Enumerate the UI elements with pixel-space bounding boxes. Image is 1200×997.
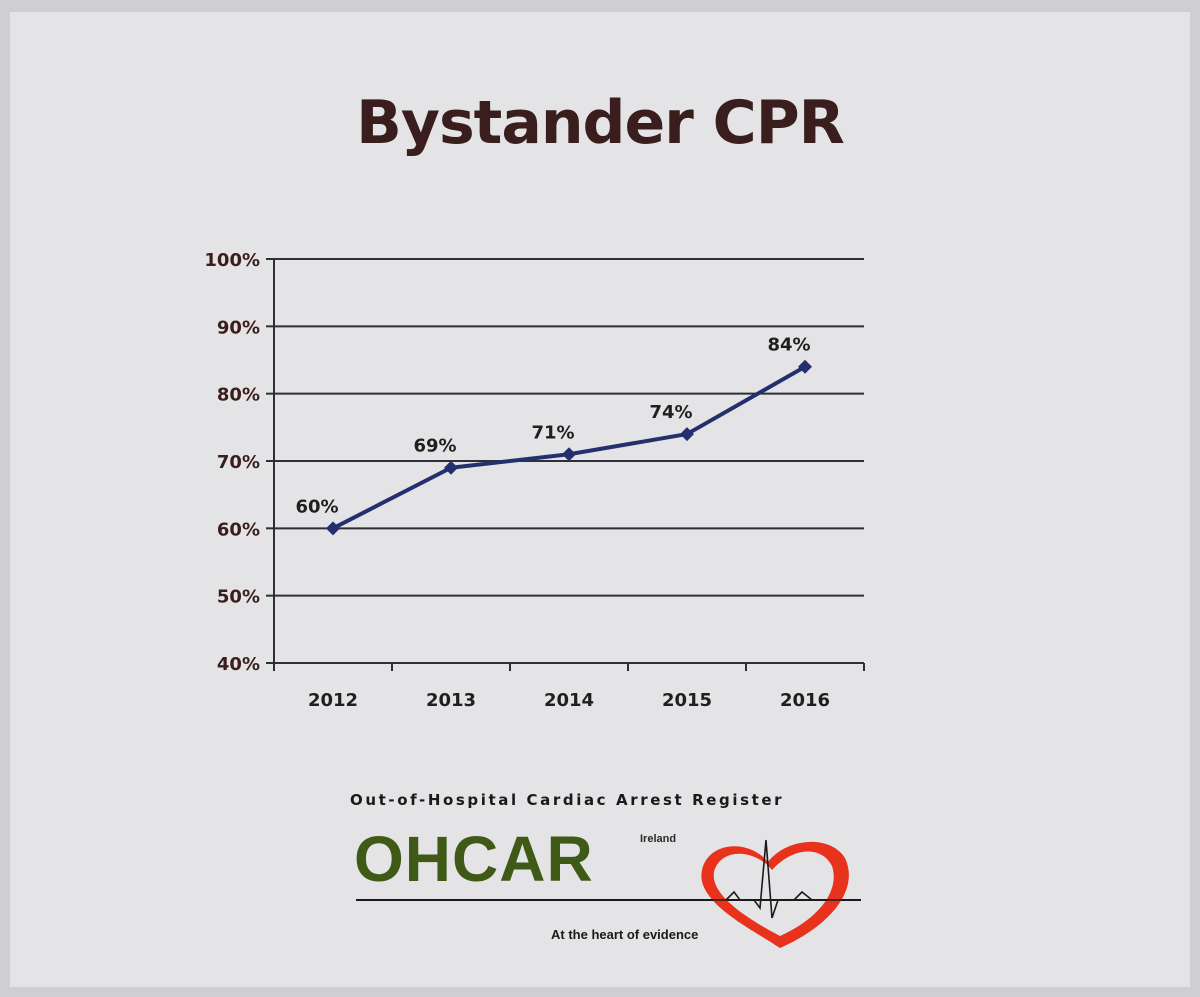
axes xyxy=(266,258,865,671)
y-tick-label: 60% xyxy=(217,519,260,540)
heart-outline xyxy=(701,841,849,948)
data-point-marker xyxy=(326,521,340,536)
data-point-marker xyxy=(798,359,812,374)
x-tick-label: 2013 xyxy=(426,690,476,711)
slide-title: Bystander CPR xyxy=(356,88,845,158)
x-tick-label: 2014 xyxy=(544,690,594,711)
y-tick-label: 40% xyxy=(217,654,260,675)
logo-wordmark: OHCAR xyxy=(354,823,594,895)
slide-background xyxy=(10,12,1190,987)
x-tick-label: 2015 xyxy=(662,690,712,711)
x-tick-label: 2012 xyxy=(308,690,358,711)
data-label: 74% xyxy=(649,402,692,423)
data-label: 71% xyxy=(531,422,574,443)
data-label: 60% xyxy=(295,496,338,517)
logo-divider xyxy=(356,899,861,901)
ecg-trace xyxy=(690,839,850,919)
y-tick-label: 80% xyxy=(217,385,260,406)
data-label: 84% xyxy=(767,335,810,356)
y-tick-label: 100% xyxy=(204,250,260,271)
logo-tagline: At the heart of evidence xyxy=(551,927,699,942)
y-tick-label: 70% xyxy=(217,452,260,473)
y-tick-labels: 40% 50% 60% 70% 80% 90% 100% xyxy=(204,250,260,675)
heart-ecg-icon xyxy=(690,839,850,948)
data-label: 69% xyxy=(413,436,456,457)
x-tick-label: 2016 xyxy=(780,690,830,711)
data-labels: 60% 69% 71% 74% 84% xyxy=(295,335,810,518)
y-tick-label: 90% xyxy=(217,317,260,338)
data-point-marker xyxy=(680,427,694,442)
data-points xyxy=(326,359,812,536)
data-point-marker xyxy=(562,447,576,462)
logo-country: Ireland xyxy=(640,833,677,845)
data-point-marker xyxy=(444,460,458,475)
logo-full-name: Out-of-Hospital Cardiac Arrest Register xyxy=(350,791,785,809)
y-tick-label: 50% xyxy=(217,587,260,608)
x-tick-labels: 2012 2013 2014 2015 2016 xyxy=(308,690,830,711)
